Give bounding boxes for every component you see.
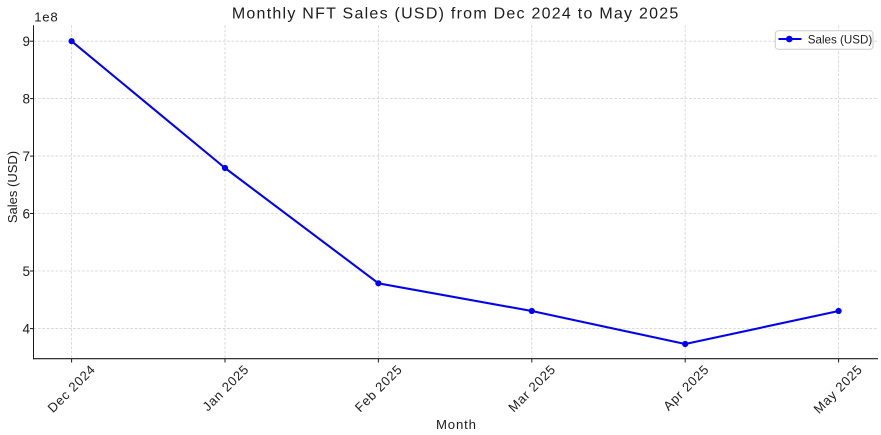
svg-text:Sales (USD): Sales (USD) [5, 151, 20, 223]
svg-text:Month: Month [436, 417, 477, 432]
svg-text:Mar 2025: Mar 2025 [505, 362, 558, 415]
svg-text:Monthly NFT Sales (USD) from D: Monthly NFT Sales (USD) from Dec 2024 to… [232, 5, 680, 22]
svg-text:4: 4 [22, 321, 30, 336]
svg-text:7: 7 [22, 149, 30, 164]
svg-text:Feb 2025: Feb 2025 [352, 362, 405, 415]
svg-text:8: 8 [22, 91, 30, 106]
svg-text:5: 5 [22, 264, 30, 279]
svg-text:6: 6 [22, 206, 30, 221]
svg-text:Jan 2025: Jan 2025 [199, 362, 251, 414]
svg-text:Dec 2024: Dec 2024 [45, 362, 99, 416]
svg-text:Apr 2025: Apr 2025 [660, 362, 712, 414]
svg-text:9: 9 [22, 34, 30, 49]
svg-text:Sales (USD): Sales (USD) [808, 33, 873, 46]
svg-text:1e8: 1e8 [34, 10, 58, 25]
svg-text:May 2025: May 2025 [810, 362, 865, 417]
